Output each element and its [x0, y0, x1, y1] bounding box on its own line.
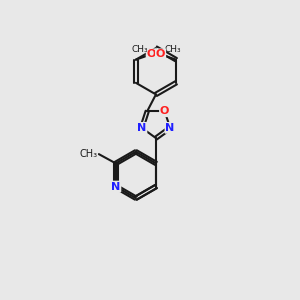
Text: N: N — [111, 182, 120, 192]
Text: N: N — [137, 123, 146, 133]
Text: CH₃: CH₃ — [79, 149, 97, 159]
Text: CH₃: CH₃ — [131, 45, 148, 54]
Text: O: O — [156, 49, 165, 59]
Text: N: N — [166, 123, 175, 133]
Text: CH₃: CH₃ — [164, 45, 181, 54]
Text: O: O — [147, 49, 156, 59]
Text: O: O — [160, 106, 169, 116]
